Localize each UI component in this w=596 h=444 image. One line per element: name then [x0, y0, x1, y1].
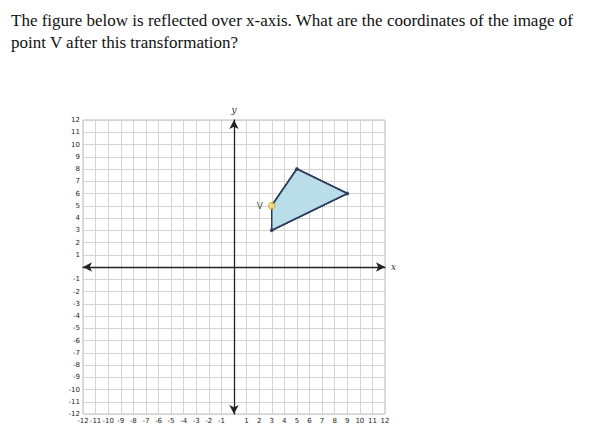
svg-text:2: 2 — [76, 239, 80, 247]
svg-text:5: 5 — [76, 202, 80, 210]
svg-text:-4: -4 — [73, 312, 81, 320]
svg-text:-11: -11 — [69, 398, 80, 406]
svg-text:1: 1 — [244, 417, 248, 425]
svg-text:2: 2 — [257, 417, 261, 425]
svg-text:-7: -7 — [73, 349, 80, 357]
svg-text:12: 12 — [71, 116, 80, 124]
svg-text:The figure below is reflected: The figure below is reflected over x-axi… — [11, 11, 577, 30]
svg-text:6: 6 — [76, 190, 81, 198]
svg-text:7: 7 — [320, 417, 324, 425]
svg-text:-4: -4 — [180, 417, 188, 425]
svg-text:x: x — [391, 262, 396, 272]
svg-text:11: 11 — [368, 417, 377, 425]
svg-text:4: 4 — [76, 214, 81, 222]
svg-text:-9: -9 — [73, 373, 80, 381]
svg-text:9: 9 — [345, 417, 349, 425]
svg-text:-6: -6 — [73, 337, 81, 345]
svg-text:8: 8 — [76, 165, 80, 173]
svg-text:6: 6 — [307, 417, 312, 425]
svg-text:8: 8 — [332, 417, 336, 425]
svg-text:3: 3 — [76, 226, 80, 234]
svg-text:7: 7 — [76, 177, 80, 185]
svg-text:-8: -8 — [130, 417, 137, 425]
svg-text:-6: -6 — [155, 417, 163, 425]
svg-text:10: 10 — [71, 141, 80, 149]
svg-text:1: 1 — [76, 251, 80, 259]
svg-text:-12: -12 — [68, 410, 80, 418]
svg-text:12: 12 — [381, 417, 390, 425]
svg-text:-7: -7 — [142, 417, 149, 425]
svg-text:4: 4 — [282, 417, 287, 425]
svg-text:-11: -11 — [90, 417, 101, 425]
svg-text:V: V — [257, 201, 264, 211]
svg-text:-5: -5 — [168, 417, 175, 425]
svg-text:9: 9 — [76, 153, 80, 161]
svg-text:-9: -9 — [117, 417, 124, 425]
svg-text:-2: -2 — [205, 417, 212, 425]
svg-text:y: y — [230, 105, 237, 115]
svg-text:5: 5 — [295, 417, 299, 425]
svg-text:3: 3 — [270, 417, 274, 425]
svg-text:-1: -1 — [73, 275, 80, 283]
svg-text:-1: -1 — [218, 417, 225, 425]
svg-text:-10: -10 — [69, 386, 80, 394]
svg-text:-12: -12 — [77, 417, 88, 425]
svg-text:-10: -10 — [102, 417, 113, 425]
svg-text:-8: -8 — [73, 361, 80, 369]
svg-text:11: 11 — [71, 128, 80, 136]
svg-text:-3: -3 — [193, 417, 200, 425]
svg-text:-3: -3 — [73, 300, 80, 308]
svg-text:-2: -2 — [73, 288, 80, 296]
svg-text:10: 10 — [355, 417, 364, 425]
svg-text:-5: -5 — [73, 324, 80, 332]
svg-text:point V after this transformat: point V after this transformation? — [11, 33, 238, 52]
